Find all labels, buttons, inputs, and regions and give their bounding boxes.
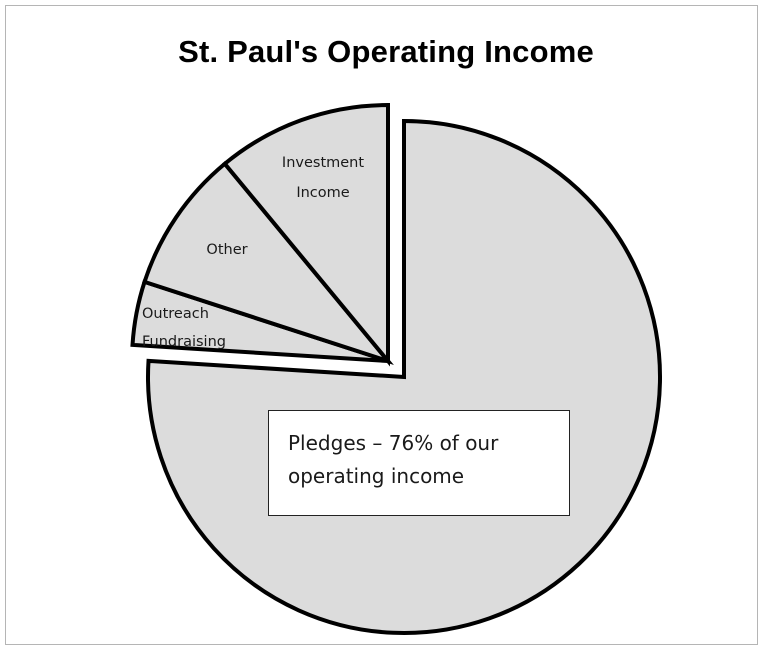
pledges-callout: Pledges – 76% of our operating income (268, 410, 570, 516)
slice-label-other-line-1: Other (206, 242, 247, 258)
pie-slice-other (142, 160, 394, 366)
slice-label-outreach-fundraising-line-2: Fundraising (142, 334, 226, 350)
slice-label-outreach-fundraising-line-1: Outreach (142, 306, 209, 322)
slice-label-investment-income-line-2: Income (296, 185, 349, 201)
chart-title: St. Paul's Operating Income (178, 34, 594, 69)
slice-label-investment-income-line-1: Investment (282, 155, 364, 171)
pie-slice-investment-income (222, 102, 390, 367)
